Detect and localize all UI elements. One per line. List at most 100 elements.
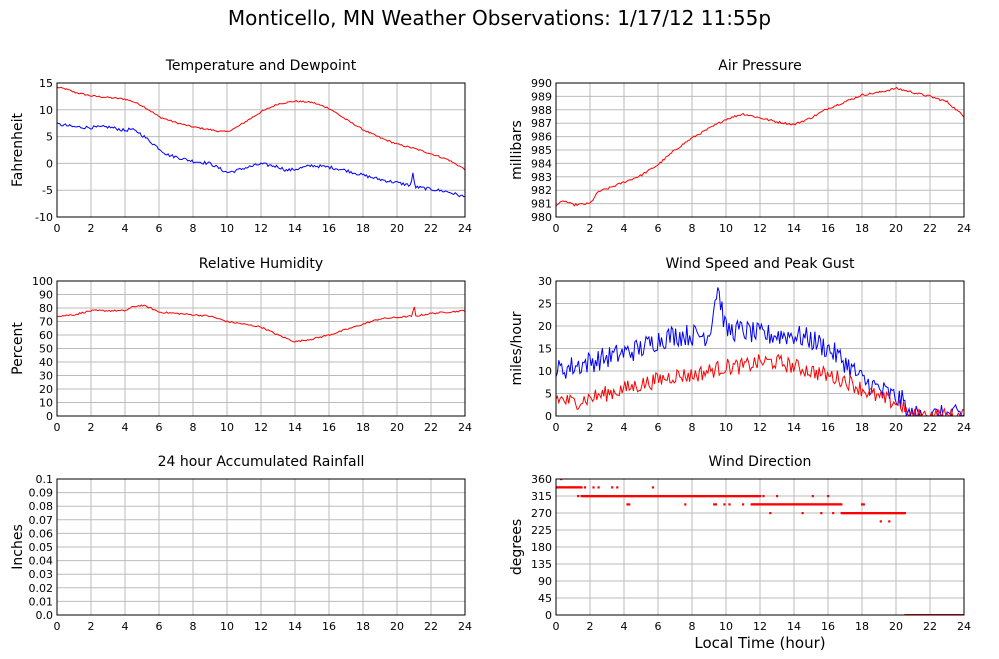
x-tick-label: 8 bbox=[190, 222, 197, 235]
x-tick-label: 10 bbox=[220, 620, 234, 633]
y-tick-label: 90 bbox=[538, 575, 552, 588]
x-tick-label: 0 bbox=[553, 421, 560, 434]
chart-title: 24 hour Accumulated Rainfall bbox=[158, 454, 365, 470]
x-tick-label: 4 bbox=[621, 222, 628, 235]
data-point bbox=[580, 486, 583, 489]
x-tick-label: 2 bbox=[587, 421, 594, 434]
x-tick-label: 12 bbox=[753, 620, 767, 633]
y-tick-label: 988 bbox=[531, 104, 552, 117]
x-tick-label: 16 bbox=[821, 620, 835, 633]
x-tick-label: 8 bbox=[190, 620, 197, 633]
plot-frame bbox=[56, 82, 466, 218]
x-tick-label: 6 bbox=[655, 222, 662, 235]
y-tick-label: 30 bbox=[39, 370, 53, 383]
x-tick-label: 2 bbox=[587, 222, 594, 235]
data-point bbox=[762, 495, 765, 498]
y-tick-label: 80 bbox=[39, 302, 53, 315]
x-tick-label: 24 bbox=[458, 620, 472, 633]
x-tick-label: 22 bbox=[424, 421, 438, 434]
x-tick-label: 24 bbox=[957, 620, 971, 633]
y-tick-label: 990 bbox=[531, 77, 552, 90]
series-line bbox=[57, 86, 465, 171]
y-tick-label: 0.07 bbox=[29, 514, 54, 527]
x-tick-label: 12 bbox=[254, 222, 268, 235]
y-tick-label: 50 bbox=[39, 343, 53, 356]
plot-area bbox=[556, 287, 964, 416]
data-point bbox=[840, 503, 843, 506]
x-tick-label: 0 bbox=[553, 222, 560, 235]
x-tick-label: 0 bbox=[553, 620, 560, 633]
x-tick-label: 22 bbox=[923, 222, 937, 235]
data-point bbox=[832, 512, 835, 515]
data-point bbox=[759, 495, 762, 498]
x-tick-label: 14 bbox=[288, 421, 302, 434]
data-point bbox=[684, 503, 687, 506]
y-tick-label: 5 bbox=[545, 388, 552, 401]
data-point bbox=[861, 503, 864, 506]
x-tick-label: 16 bbox=[821, 421, 835, 434]
data-point bbox=[626, 503, 629, 506]
x-tick-label: 12 bbox=[254, 421, 268, 434]
chart-title: Relative Humidity bbox=[199, 256, 323, 272]
x-tick-label: 0 bbox=[54, 620, 61, 633]
y-tick-label: 0.06 bbox=[29, 527, 54, 540]
plot-frame bbox=[555, 82, 965, 218]
y-axis-label: Inches bbox=[10, 524, 26, 569]
data-point bbox=[811, 495, 814, 498]
series-line bbox=[556, 353, 964, 416]
y-tick-label: 0.03 bbox=[29, 568, 54, 581]
y-tick-label: 180 bbox=[531, 541, 552, 554]
x-tick-label: 4 bbox=[621, 421, 628, 434]
x-tick-label: 16 bbox=[322, 222, 336, 235]
plot-frame bbox=[56, 478, 466, 616]
data-point bbox=[776, 495, 779, 498]
y-tick-label: 40 bbox=[39, 356, 53, 369]
y-tick-label: 270 bbox=[531, 507, 552, 520]
y-axis-label: Percent bbox=[10, 322, 26, 375]
y-tick-label: -10 bbox=[35, 211, 53, 224]
x-tick-label: 8 bbox=[689, 222, 696, 235]
y-tick-label: 20 bbox=[538, 320, 552, 333]
plot-frame bbox=[555, 280, 965, 417]
x-tick-label: 22 bbox=[424, 620, 438, 633]
x-tick-label: 10 bbox=[220, 222, 234, 235]
y-tick-label: 980 bbox=[531, 211, 552, 224]
x-tick-label: 4 bbox=[122, 620, 129, 633]
y-tick-label: 315 bbox=[531, 490, 552, 503]
y-tick-label: 5 bbox=[46, 131, 53, 144]
x-tick-label: 16 bbox=[821, 222, 835, 235]
y-tick-label: 25 bbox=[538, 298, 552, 311]
data-point bbox=[728, 503, 731, 506]
y-tick-label: 985 bbox=[531, 144, 552, 157]
x-axis-label: Local Time (hour) bbox=[694, 634, 826, 652]
plot-area bbox=[57, 86, 465, 198]
data-point bbox=[827, 495, 830, 498]
y-tick-label: 0.05 bbox=[29, 541, 54, 554]
y-tick-label: 45 bbox=[538, 592, 552, 605]
x-tick-label: 6 bbox=[655, 620, 662, 633]
x-tick-label: 8 bbox=[190, 421, 197, 434]
x-tick-label: 16 bbox=[322, 620, 336, 633]
series-line bbox=[556, 287, 964, 416]
x-tick-label: 6 bbox=[655, 421, 662, 434]
y-tick-label: 981 bbox=[531, 198, 552, 211]
y-tick-label: 10 bbox=[39, 104, 53, 117]
x-tick-label: 22 bbox=[923, 421, 937, 434]
y-tick-label: 15 bbox=[39, 77, 53, 90]
data-point bbox=[862, 503, 865, 506]
x-tick-label: 22 bbox=[424, 222, 438, 235]
x-tick-label: 4 bbox=[621, 620, 628, 633]
y-tick-label: 360 bbox=[531, 473, 552, 486]
y-tick-label: 0.09 bbox=[29, 487, 54, 500]
y-axis-label: Fahrenheit bbox=[10, 112, 26, 187]
y-tick-label: 0.0 bbox=[36, 609, 54, 622]
x-tick-label: 22 bbox=[923, 620, 937, 633]
y-tick-label: 15 bbox=[538, 343, 552, 356]
data-point bbox=[769, 512, 772, 515]
y-tick-label: 984 bbox=[531, 157, 552, 170]
